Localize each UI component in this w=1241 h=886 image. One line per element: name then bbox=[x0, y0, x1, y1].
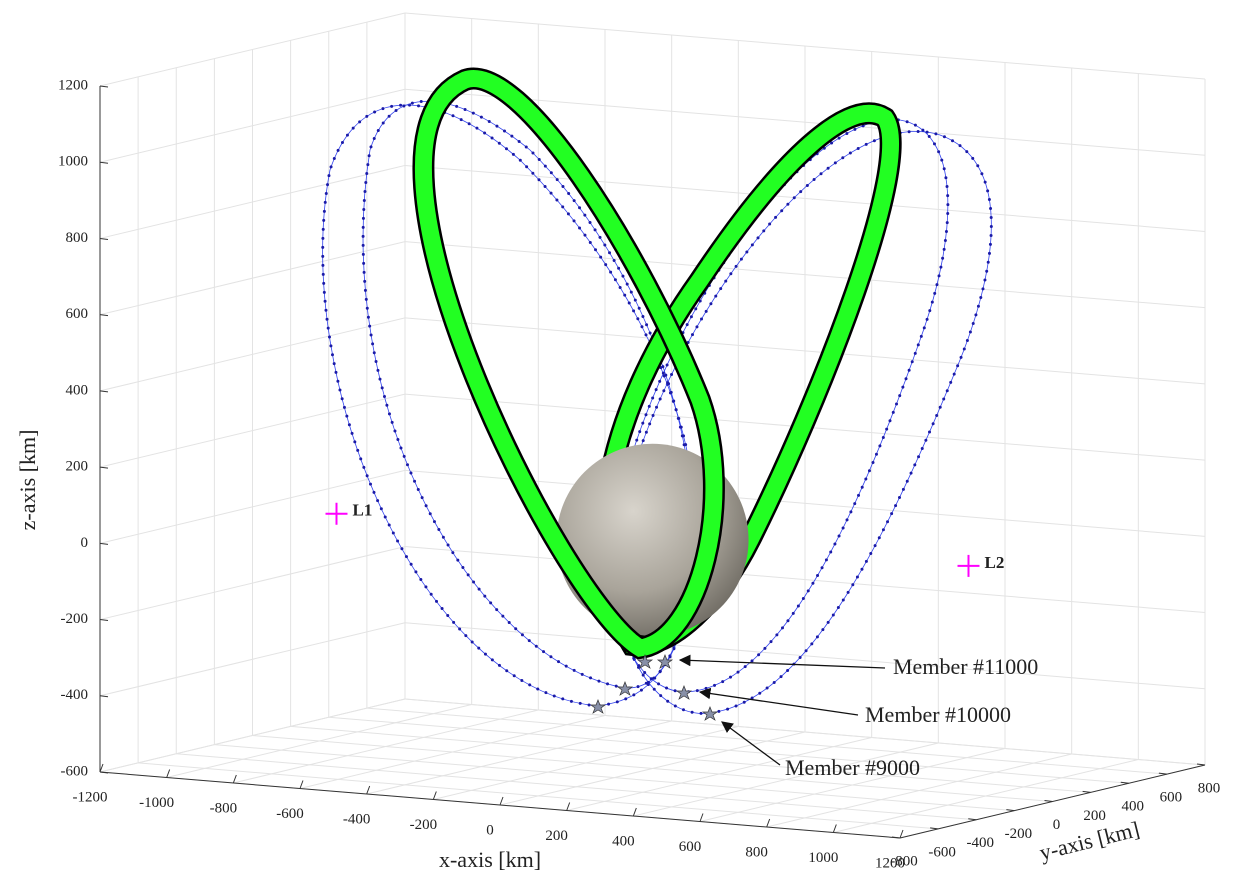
x-tick bbox=[367, 786, 370, 794]
z-tick bbox=[100, 238, 108, 239]
z-tick-label: 600 bbox=[66, 306, 89, 322]
orbits-front: L1 L2 bbox=[326, 79, 1005, 720]
z-tick bbox=[100, 86, 108, 87]
z-tick bbox=[100, 391, 108, 392]
z-tick-label: 800 bbox=[66, 230, 89, 246]
x-tick-label: -600 bbox=[276, 806, 304, 822]
x-tick-label: 200 bbox=[545, 828, 568, 844]
y-tick-label: -600 bbox=[928, 844, 956, 860]
x-axis-label: x-axis [km] bbox=[439, 847, 541, 872]
x-tick bbox=[767, 819, 770, 827]
y-tick-label: 400 bbox=[1122, 799, 1145, 815]
grid: -1200 -1000 -800 -600 -400 -200 0 200 400 600 800 1… bbox=[58, 13, 1220, 871]
z-tick bbox=[100, 315, 108, 316]
z-tick-label: 200 bbox=[66, 459, 89, 475]
z-tick-label: -400 bbox=[61, 687, 89, 703]
x-tick bbox=[233, 775, 236, 783]
y-tick-label: 800 bbox=[1198, 780, 1221, 796]
star bbox=[618, 682, 632, 695]
x-tick bbox=[633, 808, 636, 816]
annotation: Member #10000 bbox=[865, 702, 1011, 727]
y-tick-label: 200 bbox=[1083, 808, 1106, 824]
x-tick-label: -400 bbox=[343, 811, 371, 827]
z-tick bbox=[100, 467, 108, 468]
x-tick bbox=[700, 814, 703, 822]
x-tick bbox=[567, 803, 570, 811]
annotation: Member #11000 bbox=[893, 654, 1038, 679]
grid-line bbox=[291, 726, 1091, 792]
x-tick-label: 600 bbox=[679, 839, 702, 855]
z-tick-label: 0 bbox=[81, 535, 89, 551]
x-tick-label: 800 bbox=[745, 844, 768, 860]
x-tick-label: -200 bbox=[410, 817, 438, 833]
x-tick-label: 1000 bbox=[808, 850, 838, 866]
point-label: L2 bbox=[985, 553, 1005, 572]
z-tick-label: -200 bbox=[61, 611, 89, 627]
x-tick bbox=[900, 830, 903, 838]
z-tick-label: 1200 bbox=[58, 77, 88, 93]
star bbox=[677, 686, 691, 699]
z-tick-label: 400 bbox=[66, 382, 89, 398]
annotation: Member #9000 bbox=[785, 755, 920, 780]
z-tick-label: -600 bbox=[61, 763, 89, 779]
y-tick-label: -200 bbox=[1005, 826, 1033, 842]
chart: -1200 -1000 -800 -600 -400 -200 0 200 400 600 800 1… bbox=[0, 0, 1241, 886]
z-tick bbox=[100, 162, 108, 163]
x-tick bbox=[167, 770, 170, 778]
y-tick-label: 0 bbox=[1053, 817, 1061, 833]
x-tick-label: -1000 bbox=[139, 795, 174, 811]
x-tick bbox=[300, 781, 303, 789]
x-tick bbox=[500, 797, 503, 805]
y-tick-label: -800 bbox=[890, 853, 918, 869]
z-axis-label: z-axis [km] bbox=[15, 430, 40, 531]
arrow bbox=[700, 692, 858, 715]
x-tick-label: 400 bbox=[612, 833, 635, 849]
x-tick bbox=[833, 825, 836, 833]
y-tick-label: 600 bbox=[1160, 790, 1183, 806]
point-label: L1 bbox=[353, 501, 373, 520]
star bbox=[703, 707, 717, 720]
x-tick bbox=[433, 792, 436, 800]
z-tick-label: 1000 bbox=[58, 154, 88, 170]
z-tick bbox=[100, 620, 108, 621]
y-tick-label: -400 bbox=[967, 835, 995, 851]
z-tick bbox=[100, 543, 108, 544]
arrow bbox=[722, 722, 780, 765]
grid-line bbox=[253, 736, 1053, 802]
x-tick-label: 0 bbox=[486, 822, 494, 838]
grid-line bbox=[367, 708, 1167, 774]
arrow bbox=[680, 660, 885, 668]
z-tick bbox=[100, 696, 108, 697]
x-tick-label: -800 bbox=[210, 800, 238, 816]
star bbox=[591, 700, 605, 713]
x-tick-label: -1200 bbox=[73, 789, 108, 805]
